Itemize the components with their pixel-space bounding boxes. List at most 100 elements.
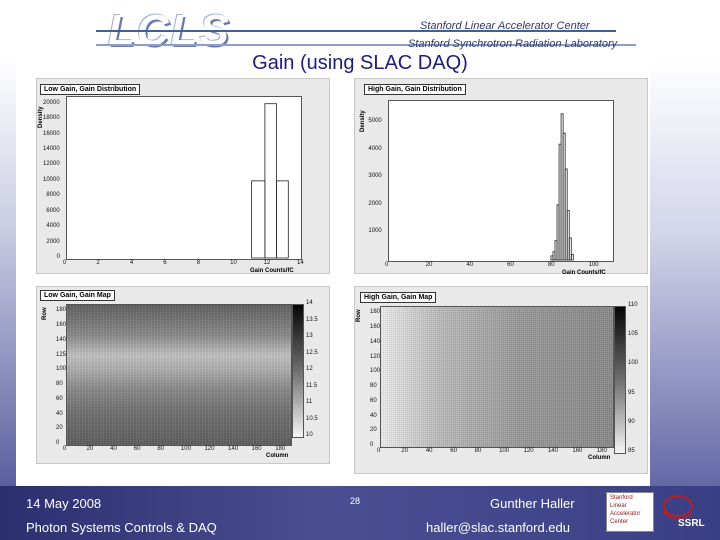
y-axis-label: Density xyxy=(38,106,44,128)
x-tick-label: 180 xyxy=(275,446,286,452)
colorbar-tick-label: 105 xyxy=(628,331,639,338)
y-tick-label: 0 xyxy=(56,254,60,260)
y-axis-label: Row xyxy=(356,309,362,322)
x-axis-label: Column xyxy=(266,453,289,459)
x-tick-label: 100 xyxy=(499,448,510,454)
x-tick-label: 40 xyxy=(425,448,433,454)
header-rule xyxy=(96,30,616,32)
y-axis-label: Density xyxy=(360,110,366,132)
institution-line-2: Stanford Synchrotron Radiation Laborator… xyxy=(408,38,618,50)
x-tick-label: 180 xyxy=(596,448,607,454)
high-gain-dist-title: High Gain, Gain Distribution xyxy=(364,84,466,95)
y-tick-label: 18000 xyxy=(43,115,60,122)
low-gain-map-image xyxy=(66,304,292,446)
y-tick-label: 60 xyxy=(56,395,63,402)
y-tick-label: 5000 xyxy=(368,118,382,125)
y-tick-label: 80 xyxy=(56,381,63,388)
x-tick-label: 0 xyxy=(63,260,67,266)
x-tick-label: 60 xyxy=(450,448,457,454)
x-tick-label: 80 xyxy=(474,448,482,454)
y-tick-label: 100 xyxy=(370,368,381,375)
x-tick-label: 10 xyxy=(230,260,237,266)
x-tick-label: 160 xyxy=(572,448,583,454)
y-tick-label: 100 xyxy=(56,366,67,373)
high-gain-map-image xyxy=(380,306,614,448)
low-gain-map-title: Low Gain, Gain Map xyxy=(40,290,115,301)
y-tick-label: 6000 xyxy=(46,207,60,214)
colorbar-tick-label: 12 xyxy=(306,366,313,372)
x-tick-label: 20 xyxy=(86,446,94,452)
low-gain-colorbar xyxy=(292,304,304,438)
footer-department: Photon Systems Controls & DAQ xyxy=(26,520,217,535)
footer-email: haller@slac.stanford.edu xyxy=(426,520,570,535)
x-tick-label: 120 xyxy=(204,446,215,452)
colorbar-tick-label: 85 xyxy=(628,448,635,454)
slac-logo: Stanford Linear Accelerator Center xyxy=(606,492,654,532)
y-tick-label: 1000 xyxy=(368,228,382,235)
colorbar-tick-label: 13 xyxy=(306,333,313,339)
y-tick-label: 2000 xyxy=(368,200,382,207)
low-gain-dist-title: Low Gain, Gain Distribution xyxy=(40,84,141,95)
ssrl-ring-icon xyxy=(663,495,693,520)
y-tick-label: 4000 xyxy=(46,223,60,230)
x-tick-label: 8 xyxy=(196,260,201,266)
colorbar-tick-label: 100 xyxy=(628,360,639,367)
y-tick-label: 20000 xyxy=(43,99,60,106)
y-tick-label: 4000 xyxy=(368,145,382,152)
x-tick-label: 2 xyxy=(96,260,100,266)
x-tick-label: 160 xyxy=(251,446,262,452)
x-tick-label: 120 xyxy=(523,448,534,454)
page-number: 28 xyxy=(350,496,361,506)
x-tick-label: 12 xyxy=(263,260,271,266)
y-axis-label: Row xyxy=(42,307,48,320)
y-tick-label: 16000 xyxy=(43,130,60,137)
x-tick-label: 6 xyxy=(163,260,167,266)
y-tick-label: 140 xyxy=(56,336,67,343)
ssrl-label: SSRL xyxy=(678,518,705,529)
y-tick-label: 20 xyxy=(56,425,63,432)
x-tick-label: 40 xyxy=(110,446,117,452)
x-tick-label: 0 xyxy=(385,262,389,268)
x-tick-label: 100 xyxy=(180,446,191,452)
footer-band xyxy=(0,486,720,540)
y-tick-label: 0 xyxy=(370,442,374,448)
x-tick-label: 14 xyxy=(297,260,304,266)
y-tick-label: 2000 xyxy=(46,238,60,245)
colorbar-tick-label: 13.5 xyxy=(306,316,318,323)
x-tick-label: 20 xyxy=(425,262,433,268)
x-axis-label: Gain Counts/fC xyxy=(250,268,294,274)
colorbar-tick-label: 12.5 xyxy=(306,349,318,356)
colorbar-tick-label: 14 xyxy=(306,300,313,306)
right-gradient-band xyxy=(650,60,720,486)
footer-date: 14 May 2008 xyxy=(26,496,102,511)
colorbar-tick-label: 90 xyxy=(628,418,635,425)
x-tick-label: 20 xyxy=(401,448,409,454)
y-tick-label: 160 xyxy=(370,324,381,331)
y-tick-label: 160 xyxy=(56,322,67,329)
x-tick-label: 40 xyxy=(466,262,474,268)
slac-logo-line: Accelerator xyxy=(610,511,641,517)
slac-logo-line: Stanford xyxy=(610,495,633,501)
x-axis-label: Gain Counts/fC xyxy=(562,270,606,276)
slac-logo-line: Linear xyxy=(610,503,627,509)
x-tick-label: 140 xyxy=(547,448,558,454)
colorbar-tick-label: 11.5 xyxy=(306,382,318,389)
y-tick-label: 3000 xyxy=(368,173,382,180)
y-tick-label: 60 xyxy=(370,397,377,404)
low-gain-dist-frame xyxy=(66,96,302,260)
institution-line-1: Stanford Linear Accelerator Center xyxy=(420,20,590,32)
y-tick-label: 12000 xyxy=(43,161,60,168)
x-tick-label: 4 xyxy=(129,260,134,266)
x-tick-label: 80 xyxy=(547,262,555,268)
y-tick-label: 180 xyxy=(56,307,67,314)
colorbar-tick-label: 95 xyxy=(628,389,635,396)
header-rule-2 xyxy=(96,44,636,46)
y-tick-label: 120 xyxy=(370,353,381,360)
x-tick-label: 140 xyxy=(228,446,239,452)
x-tick-label: 80 xyxy=(157,446,164,452)
high-gain-map-title: High Gain, Gain Map xyxy=(360,292,437,303)
slide-title: Gain (using SLAC DAQ) xyxy=(252,52,468,74)
y-tick-label: 40 xyxy=(370,412,377,419)
high-gain-colorbar xyxy=(614,306,626,454)
footer-author: Gunther Haller xyxy=(490,496,575,511)
